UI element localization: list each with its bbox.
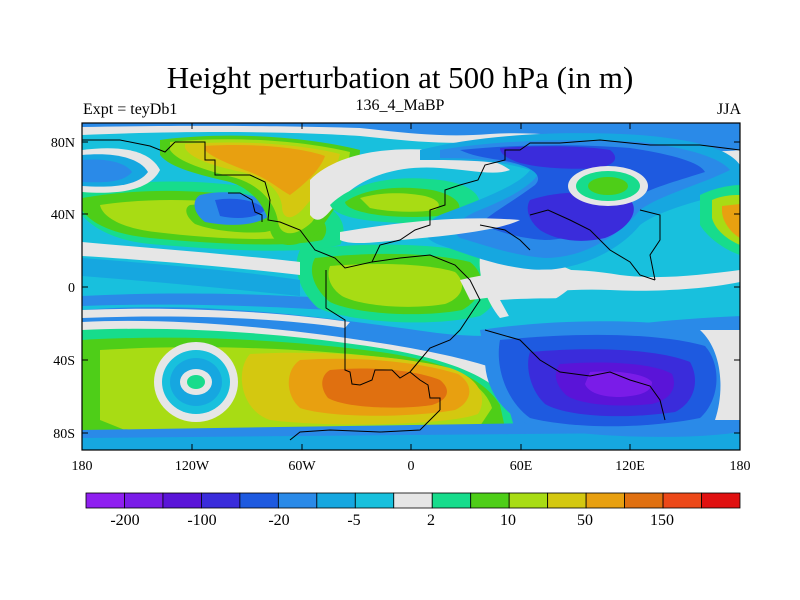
colorbar-swatch <box>547 492 587 509</box>
lat-label: 80S <box>53 427 75 442</box>
lat-labels: 80N 40N 0 40S 80S <box>51 136 75 442</box>
colorbar-swatch <box>354 492 395 509</box>
lat-label: 40N <box>51 208 75 223</box>
experiment-label: Expt = teyDb1 <box>83 101 178 118</box>
lon-labels: 180 120W 60W 0 60E 120E 180 <box>72 459 751 474</box>
lat-label: 80N <box>51 136 75 151</box>
colorbar-swatch <box>585 492 625 509</box>
period-label: 136_4_MaBP <box>355 97 445 114</box>
colorbar-swatch <box>277 492 318 509</box>
lat-label: 0 <box>68 281 75 296</box>
colorbar-swatch <box>701 492 741 509</box>
lat-label: 40S <box>53 354 75 369</box>
colorbar-label: 2 <box>427 512 435 529</box>
contour-field <box>82 123 740 450</box>
colorbar-swatch <box>662 492 702 509</box>
colorbar-label: 150 <box>650 512 674 529</box>
colorbar-swatch <box>431 492 472 509</box>
colorbar <box>85 492 741 509</box>
lon-label: 180 <box>72 459 93 474</box>
colorbar-label: 50 <box>577 512 593 529</box>
colorbar-label: -5 <box>347 512 360 529</box>
colorbar-swatch <box>239 492 279 509</box>
colorbar-swatch <box>124 492 164 509</box>
lon-label: 180 <box>730 459 751 474</box>
map-title: Height perturbation at 500 hPa (in m) <box>166 60 634 95</box>
colorbar-swatch <box>470 492 510 509</box>
colorbar-swatch <box>201 492 241 509</box>
colorbar-swatch <box>624 492 664 509</box>
season-label: JJA <box>716 101 741 118</box>
colorbar-swatch <box>316 492 356 509</box>
lon-label: 60E <box>510 459 533 474</box>
colorbar-label: -200 <box>110 512 139 529</box>
colorbar-swatch <box>85 492 125 509</box>
lat-ticks <box>82 141 740 434</box>
colorbar-label: -20 <box>268 512 289 529</box>
colorbar-label: 10 <box>500 512 516 529</box>
lon-ticks <box>81 123 631 450</box>
lon-label: 60W <box>288 459 316 474</box>
lon-label: 0 <box>408 459 415 474</box>
colorbar-swatch <box>393 492 433 509</box>
lon-label: 120E <box>615 459 645 474</box>
lon-label: 120W <box>175 459 210 474</box>
colorbar-swatch <box>508 492 549 509</box>
continent-outlines <box>82 139 740 441</box>
colorbar-labels: -200 -100 -20 -5 2 10 50 150 <box>110 512 674 529</box>
colorbar-label: -100 <box>187 512 216 529</box>
colorbar-swatch <box>162 492 202 509</box>
